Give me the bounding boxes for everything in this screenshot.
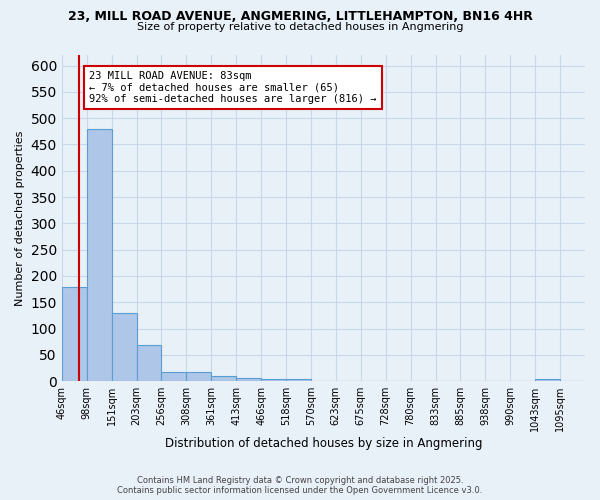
Text: Contains HM Land Registry data © Crown copyright and database right 2025.
Contai: Contains HM Land Registry data © Crown c… (118, 476, 482, 495)
Bar (62, 286, 87, 381)
Bar (112, 313, 137, 381)
Text: 23 MILL ROAD AVENUE: 83sqm
← 7% of detached houses are smaller (65)
92% of semi-: 23 MILL ROAD AVENUE: 83sqm ← 7% of detac… (89, 71, 377, 104)
Bar (87, 128, 112, 381)
Bar (211, 376, 236, 381)
Bar (137, 346, 161, 381)
Bar (286, 378, 311, 381)
Bar (236, 378, 261, 381)
Text: Size of property relative to detached houses in Angmering: Size of property relative to detached ho… (137, 22, 463, 32)
Bar (161, 372, 187, 381)
Text: 23, MILL ROAD AVENUE, ANGMERING, LITTLEHAMPTON, BN16 4HR: 23, MILL ROAD AVENUE, ANGMERING, LITTLEH… (68, 10, 532, 23)
Bar (261, 378, 286, 381)
Bar (187, 372, 211, 381)
Bar (535, 378, 560, 381)
Y-axis label: Number of detached properties: Number of detached properties (15, 130, 25, 306)
X-axis label: Distribution of detached houses by size in Angmering: Distribution of detached houses by size … (164, 437, 482, 450)
